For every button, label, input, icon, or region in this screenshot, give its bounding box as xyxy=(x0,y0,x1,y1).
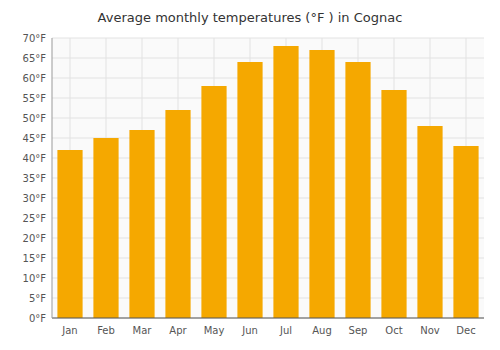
category-label: Nov xyxy=(420,325,440,336)
category-label: Sep xyxy=(349,325,368,336)
tick-label: 55°F xyxy=(23,93,47,104)
grid-line xyxy=(52,318,484,319)
tick-label: 30°F xyxy=(23,193,47,204)
x-axis-line xyxy=(52,318,484,319)
tick-label: 60°F xyxy=(23,73,47,84)
bar xyxy=(237,62,262,318)
bar xyxy=(129,130,154,318)
chart: 0°F 5°F 10°F 15°F 20°F 25°F 30°F 35°F 40°F 45°F 50… xyxy=(0,0,500,350)
tick-label: 35°F xyxy=(23,173,47,184)
grid-line xyxy=(52,98,484,99)
category-label: Jul xyxy=(279,325,292,336)
tick-label: 65°F xyxy=(23,53,47,64)
plot-background xyxy=(52,38,484,318)
tick-label: 25°F xyxy=(23,213,47,224)
bar xyxy=(345,62,370,318)
category-label: Feb xyxy=(97,325,115,336)
grid-line xyxy=(52,118,484,119)
category-label: Apr xyxy=(169,325,187,336)
bars xyxy=(57,46,478,318)
bar xyxy=(57,150,82,318)
bar xyxy=(309,50,334,318)
category-label: Dec xyxy=(456,325,475,336)
bar xyxy=(381,90,406,318)
tick-label: 20°F xyxy=(23,233,47,244)
bar xyxy=(273,46,298,318)
chart-container: 0°F 5°F 10°F 15°F 20°F 25°F 30°F 35°F 40°F 45°F 50… xyxy=(0,0,500,350)
category-label: Jun xyxy=(241,325,258,336)
bar xyxy=(93,138,118,318)
bar xyxy=(165,110,190,318)
y-axis: 0°F 5°F 10°F 15°F 20°F 25°F 30°F 35°F 40°F 45°F 50… xyxy=(23,33,47,324)
grid-line xyxy=(52,58,484,59)
bar xyxy=(453,146,478,318)
grid-line xyxy=(52,78,484,79)
category-label: Jan xyxy=(61,325,77,336)
tick-label: 40°F xyxy=(23,153,47,164)
y-axis-line xyxy=(52,38,53,318)
bar xyxy=(417,126,442,318)
category-label: Oct xyxy=(385,325,402,336)
category-label: May xyxy=(204,325,225,336)
tick-label: 70°F xyxy=(23,33,47,44)
category-label: Mar xyxy=(133,325,153,336)
bar xyxy=(201,86,226,318)
grid xyxy=(52,38,484,318)
tick-label: 50°F xyxy=(23,113,47,124)
category-label: Aug xyxy=(312,325,332,336)
tick-label: 5°F xyxy=(29,293,46,304)
tick-label: 10°F xyxy=(23,273,47,284)
tick-label: 15°F xyxy=(23,253,47,264)
tick-label: 45°F xyxy=(23,133,47,144)
x-axis: Jan Feb Mar Apr May Jun Jul Aug Sep Oct Nov Dec xyxy=(52,38,484,336)
tick-label: 0°F xyxy=(29,313,46,324)
title: Average monthly temperatures (°F ) in Co… xyxy=(98,10,403,25)
grid-line xyxy=(52,38,484,39)
